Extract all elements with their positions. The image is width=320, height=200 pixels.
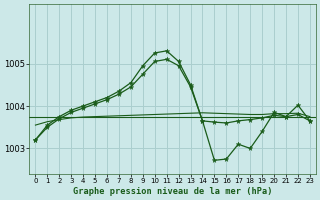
X-axis label: Graphe pression niveau de la mer (hPa): Graphe pression niveau de la mer (hPa)	[73, 187, 272, 196]
